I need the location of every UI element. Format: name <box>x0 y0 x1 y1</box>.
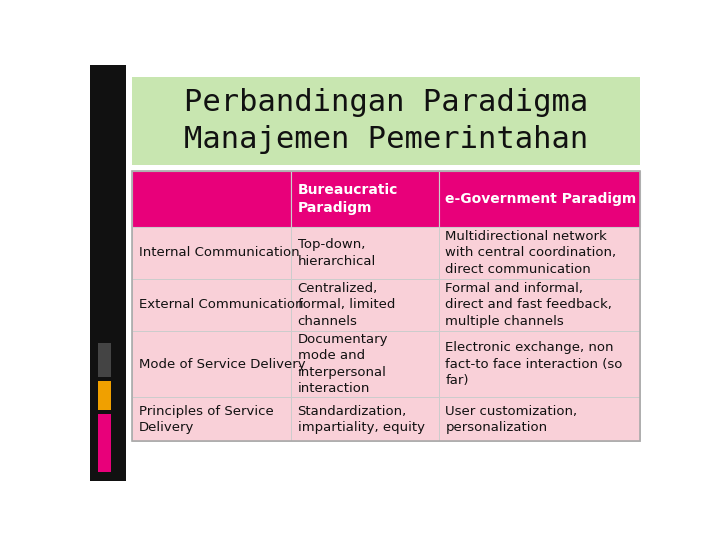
Bar <box>132 171 639 441</box>
Bar <box>291 397 438 441</box>
Text: Multidirectional network
with central coordination,
direct communication: Multidirectional network with central co… <box>446 230 616 276</box>
Text: Perbandingan Paradigma
Manajemen Pemerintahan: Perbandingan Paradigma Manajemen Pemerin… <box>184 88 588 154</box>
Bar <box>438 227 639 279</box>
Text: External Communication: External Communication <box>138 299 303 312</box>
Bar <box>291 171 438 227</box>
Bar <box>438 397 639 441</box>
Bar <box>438 331 639 397</box>
Text: User customization,
personalization: User customization, personalization <box>446 404 577 434</box>
Bar <box>132 279 291 331</box>
Text: Top-down,
hierarchical: Top-down, hierarchical <box>297 238 376 268</box>
Bar <box>132 397 291 441</box>
Text: Documentary
mode and
interpersonal
interaction: Documentary mode and interpersonal inter… <box>297 333 388 395</box>
Text: Mode of Service Delivery: Mode of Service Delivery <box>138 357 305 370</box>
Bar <box>132 331 291 397</box>
Text: e-Government Paradigm: e-Government Paradigm <box>446 192 636 206</box>
Bar <box>132 227 291 279</box>
Bar <box>99 414 111 472</box>
Bar <box>99 343 111 377</box>
Text: Internal Communication: Internal Communication <box>138 246 300 259</box>
Bar <box>99 381 111 410</box>
Bar <box>438 171 639 227</box>
Bar <box>90 65 126 481</box>
Text: Electronic exchange, non
fact-to face interaction (so
far): Electronic exchange, non fact-to face in… <box>446 341 623 387</box>
Bar <box>291 227 438 279</box>
Bar <box>291 279 438 331</box>
Text: Formal and informal,
direct and fast feedback,
multiple channels: Formal and informal, direct and fast fee… <box>446 282 612 328</box>
Text: Centralized,
formal, limited
channels: Centralized, formal, limited channels <box>297 282 395 328</box>
Text: Standardization,
impartiality, equity: Standardization, impartiality, equity <box>297 404 425 434</box>
Bar <box>132 77 639 165</box>
Bar <box>132 171 291 227</box>
Bar <box>291 331 438 397</box>
Text: Bureaucratic
Paradigm: Bureaucratic Paradigm <box>297 183 398 215</box>
Bar <box>438 279 639 331</box>
Text: Principles of Service
Delivery: Principles of Service Delivery <box>138 404 274 434</box>
